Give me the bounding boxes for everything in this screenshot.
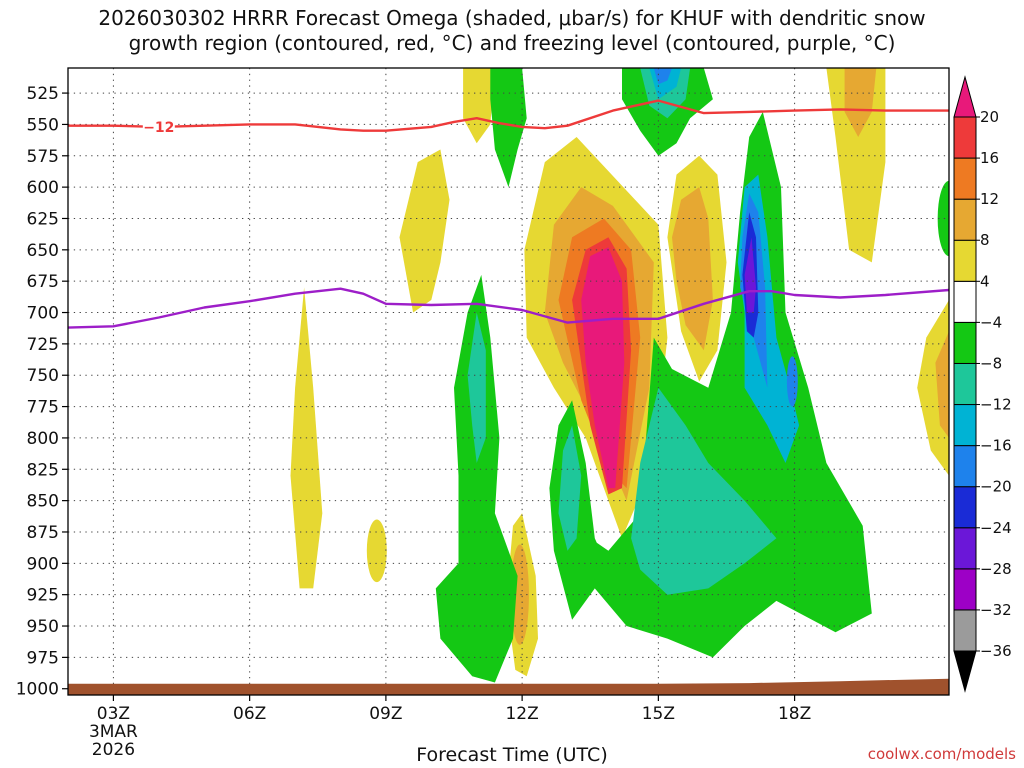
colorbar-label-7: −12 <box>980 396 1012 414</box>
y-tick-label-975: 975 <box>27 648 59 668</box>
title-line-2: growth region (contoured, red, °C) and f… <box>128 31 896 55</box>
chart-title: 2026030302 HRRR Forecast Omega (shaded, … <box>0 6 1024 56</box>
colorbar-segment-12 <box>953 116 977 159</box>
y-tick-label-875: 875 <box>27 523 59 543</box>
teal-band-11z <box>467 312 486 463</box>
colorbar-label-13: −36 <box>980 642 1012 660</box>
colorbar-label-1: 16 <box>980 149 999 167</box>
colorbar-label-9: −20 <box>980 478 1012 496</box>
x-tick-label-15Z: 15Z <box>642 704 675 724</box>
y-tick-label-725: 725 <box>27 335 59 355</box>
orange-top-19z <box>844 68 877 137</box>
colorbar-label-11: −28 <box>980 560 1012 578</box>
colorbar-label-5: −4 <box>980 313 1002 331</box>
y-tick-label-850: 850 <box>27 492 59 512</box>
y-tick-label-800: 800 <box>27 429 59 449</box>
y-tick-label-950: 950 <box>27 617 59 637</box>
x-tick-label-12Z: 12Z <box>505 704 538 724</box>
contour-label: −12 <box>143 120 174 136</box>
yellow-dot-09z <box>366 519 387 583</box>
credit-text[interactable]: coolwx.com/models <box>867 745 1016 763</box>
magenta-core-14z <box>581 247 625 489</box>
y-tick-label-775: 775 <box>27 398 59 418</box>
colorbar-segment-1 <box>953 568 977 611</box>
colorbar-segment-6 <box>953 362 977 406</box>
colorbar-segment-7 <box>953 321 977 364</box>
terrain-strip <box>68 678 949 695</box>
y-tick-label-550: 550 <box>27 115 59 135</box>
y-tick-label-650: 650 <box>27 241 59 261</box>
x-tick-label-06Z: 06Z <box>233 704 266 724</box>
green-band-11z <box>435 274 518 683</box>
y-tick-label-600: 600 <box>27 178 59 198</box>
colorbar-segment-9 <box>953 239 977 282</box>
green-edge-21z <box>937 180 949 257</box>
colorbar-segment-8 <box>953 280 977 323</box>
contour-line--12 <box>68 99 949 132</box>
y-tick-label-675: 675 <box>27 272 59 292</box>
teal-lower-13z <box>558 425 582 551</box>
colorbar-label-4: 4 <box>980 272 990 290</box>
x-date-label-0: 3MAR <box>89 722 138 742</box>
yellow-top-19z <box>826 68 886 263</box>
x-tick-label-18Z: 18Z <box>778 704 811 724</box>
orange-right-21z <box>935 331 949 438</box>
x-tick-label-03Z: 03Z <box>97 704 130 724</box>
y-axis: 525 550 575 600 625 650 675 700 725 750 775 800 825 8… <box>16 84 68 700</box>
colorbar-segment-5 <box>953 404 977 447</box>
y-tick-label-900: 900 <box>27 554 59 574</box>
y-tick-label-625: 625 <box>27 209 59 229</box>
colorbar: 20 16 12 8 4 −4 −8 −12 −16 −20 −24 −28 −32 −36 <box>953 75 1012 693</box>
y-tick-label-750: 750 <box>27 366 59 386</box>
y-tick-label-925: 925 <box>27 586 59 606</box>
x-axis-label: Forecast Time (UTC) <box>416 744 608 766</box>
colorbar-label-2: 12 <box>980 190 999 208</box>
colorbar-label-12: −32 <box>980 601 1012 619</box>
colorbar-over-triangle <box>953 75 977 118</box>
plot-frame <box>67 67 950 696</box>
y-tick-label-700: 700 <box>27 304 59 324</box>
colorbar-segment-11 <box>953 157 977 200</box>
green-upper-11z <box>490 68 527 188</box>
omega-field <box>290 68 949 683</box>
colorbar-label-3: 8 <box>980 231 990 249</box>
y-tick-label-1000: 1000 <box>16 680 59 700</box>
contour-label-bg <box>142 118 175 135</box>
blue-dot-18z <box>786 356 798 407</box>
colorbar-segment-0 <box>953 609 977 652</box>
colorbar-segment-3 <box>953 486 977 529</box>
x-tick-label-09Z: 09Z <box>369 704 402 724</box>
contour-line-0 <box>68 287 949 329</box>
purple-core-17z <box>744 237 756 313</box>
colorbar-label-8: −16 <box>980 437 1012 455</box>
colorbar-segment-4 <box>953 445 977 488</box>
colorbar-label-6: −8 <box>980 354 1002 372</box>
colorbar-label-10: −24 <box>980 519 1012 537</box>
colorbar-segment-10 <box>953 198 977 241</box>
colorbar-label-0: 20 <box>980 108 999 126</box>
x-date-label-1: 2026 <box>92 740 135 760</box>
title-line-1: 2026030302 HRRR Forecast Omega (shaded, … <box>98 6 926 30</box>
teal-lower-16z <box>631 387 777 595</box>
contour-lines: −12 <box>68 99 949 695</box>
colorbar-under-triangle <box>953 650 977 693</box>
yellow-left-10z <box>399 149 450 313</box>
y-tick-label-525: 525 <box>27 84 59 104</box>
colorbar-segment-2 <box>953 527 977 570</box>
grid-lines <box>68 68 949 695</box>
yellow-right-21z <box>917 300 949 476</box>
y-tick-label-575: 575 <box>27 147 59 167</box>
orange-lobe-16z <box>672 187 713 351</box>
yellow-top-10z <box>463 68 495 144</box>
y-tick-label-825: 825 <box>27 460 59 480</box>
